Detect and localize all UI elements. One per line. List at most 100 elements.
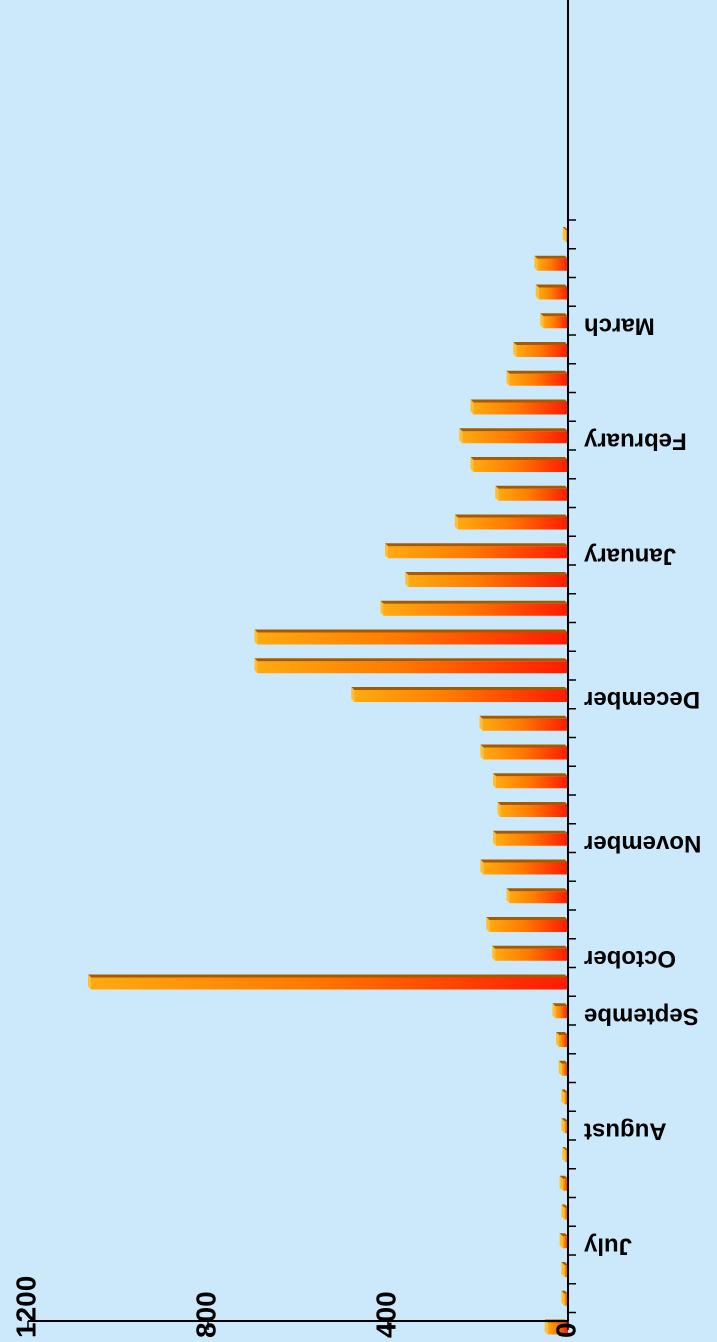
bar-body bbox=[496, 833, 568, 846]
bar-end bbox=[544, 1319, 548, 1335]
bar-end bbox=[493, 773, 496, 789]
bar-end bbox=[506, 888, 510, 904]
bar-top bbox=[88, 974, 568, 978]
bar bbox=[380, 600, 568, 616]
bar-end bbox=[552, 1003, 556, 1019]
bar-body bbox=[489, 920, 568, 932]
bar-top bbox=[506, 370, 568, 374]
bar-body bbox=[564, 1207, 568, 1220]
bar-end bbox=[562, 227, 566, 242]
bars-group bbox=[88, 227, 568, 1335]
bar-body bbox=[473, 402, 568, 415]
bar-end bbox=[493, 830, 496, 846]
bar-end bbox=[556, 1032, 559, 1047]
bar-body bbox=[354, 690, 568, 702]
bar-end bbox=[480, 859, 484, 875]
bar bbox=[506, 888, 568, 904]
month-label: August bbox=[584, 1117, 667, 1144]
bar bbox=[480, 744, 568, 760]
bar-body bbox=[408, 575, 568, 587]
bar-top bbox=[470, 457, 568, 460]
bar-end bbox=[254, 629, 258, 645]
bar bbox=[562, 1147, 568, 1162]
bar-end bbox=[492, 945, 496, 961]
bar-body bbox=[516, 345, 568, 357]
month-label: December bbox=[584, 686, 700, 713]
bar bbox=[497, 802, 568, 817]
bar-top bbox=[497, 802, 568, 805]
bar-top bbox=[479, 715, 568, 719]
bar-body bbox=[564, 1121, 568, 1134]
bar bbox=[558, 1060, 568, 1076]
bar-end bbox=[559, 1175, 563, 1191]
bar bbox=[493, 773, 568, 789]
month-label: March bbox=[584, 312, 655, 339]
bar-body bbox=[562, 1236, 568, 1249]
bar-end bbox=[88, 974, 91, 990]
bar-top bbox=[558, 1060, 568, 1064]
bar bbox=[561, 1204, 568, 1220]
bar-top bbox=[535, 284, 568, 288]
bar-body bbox=[555, 1006, 568, 1019]
bar-top bbox=[254, 658, 568, 662]
bar-body bbox=[565, 1150, 568, 1162]
bar-top bbox=[405, 572, 568, 575]
bar-body bbox=[462, 431, 568, 444]
bar bbox=[559, 1233, 568, 1249]
bar-body bbox=[559, 1035, 568, 1047]
bar-top bbox=[561, 1204, 568, 1208]
bar-end bbox=[513, 342, 517, 357]
month-label: November bbox=[584, 830, 701, 857]
bar-top bbox=[552, 1003, 568, 1007]
bar bbox=[535, 284, 568, 300]
bar bbox=[561, 1089, 568, 1105]
bar-top bbox=[559, 1233, 568, 1237]
bar-top bbox=[492, 945, 568, 949]
bar bbox=[470, 457, 568, 472]
bar bbox=[254, 658, 568, 674]
bar bbox=[492, 945, 568, 961]
bar-top bbox=[254, 629, 568, 633]
bar bbox=[493, 830, 568, 846]
bar-end bbox=[405, 572, 409, 587]
bar-body bbox=[457, 517, 568, 530]
bar bbox=[506, 370, 568, 386]
bar bbox=[385, 543, 568, 559]
bar bbox=[559, 1175, 568, 1191]
bar-end bbox=[486, 917, 490, 932]
bar-top bbox=[493, 830, 568, 834]
bar-end bbox=[562, 1147, 566, 1162]
bar-top bbox=[561, 1262, 568, 1265]
bar-body bbox=[482, 718, 568, 731]
month-label: Septembe bbox=[584, 1002, 699, 1029]
bar bbox=[495, 485, 568, 501]
bar-top bbox=[470, 399, 568, 403]
bar-top bbox=[513, 342, 568, 345]
bar-end bbox=[480, 744, 484, 760]
bar-body bbox=[257, 661, 568, 674]
bar bbox=[561, 1290, 568, 1306]
bar-body bbox=[564, 1293, 568, 1306]
bar bbox=[351, 687, 568, 702]
bar-end bbox=[561, 1089, 565, 1105]
bar bbox=[470, 399, 568, 415]
bar bbox=[540, 313, 568, 329]
bar-end bbox=[534, 255, 538, 271]
bar bbox=[479, 715, 568, 731]
bar-top bbox=[480, 744, 568, 748]
bar-body bbox=[509, 373, 568, 386]
month-label: July bbox=[583, 1232, 632, 1259]
bar-body bbox=[495, 948, 568, 961]
bar bbox=[480, 859, 568, 875]
value-tick-label: 1200 bbox=[10, 1276, 41, 1338]
bar-end bbox=[380, 600, 384, 616]
bar-top bbox=[540, 313, 568, 317]
month-label: January bbox=[583, 542, 676, 569]
bar bbox=[486, 917, 568, 932]
bar-body bbox=[547, 1322, 568, 1335]
bar-top bbox=[459, 428, 568, 432]
bar bbox=[534, 255, 568, 271]
bar-end bbox=[497, 802, 501, 817]
bar-top bbox=[495, 485, 568, 489]
bar-top bbox=[559, 1175, 568, 1179]
